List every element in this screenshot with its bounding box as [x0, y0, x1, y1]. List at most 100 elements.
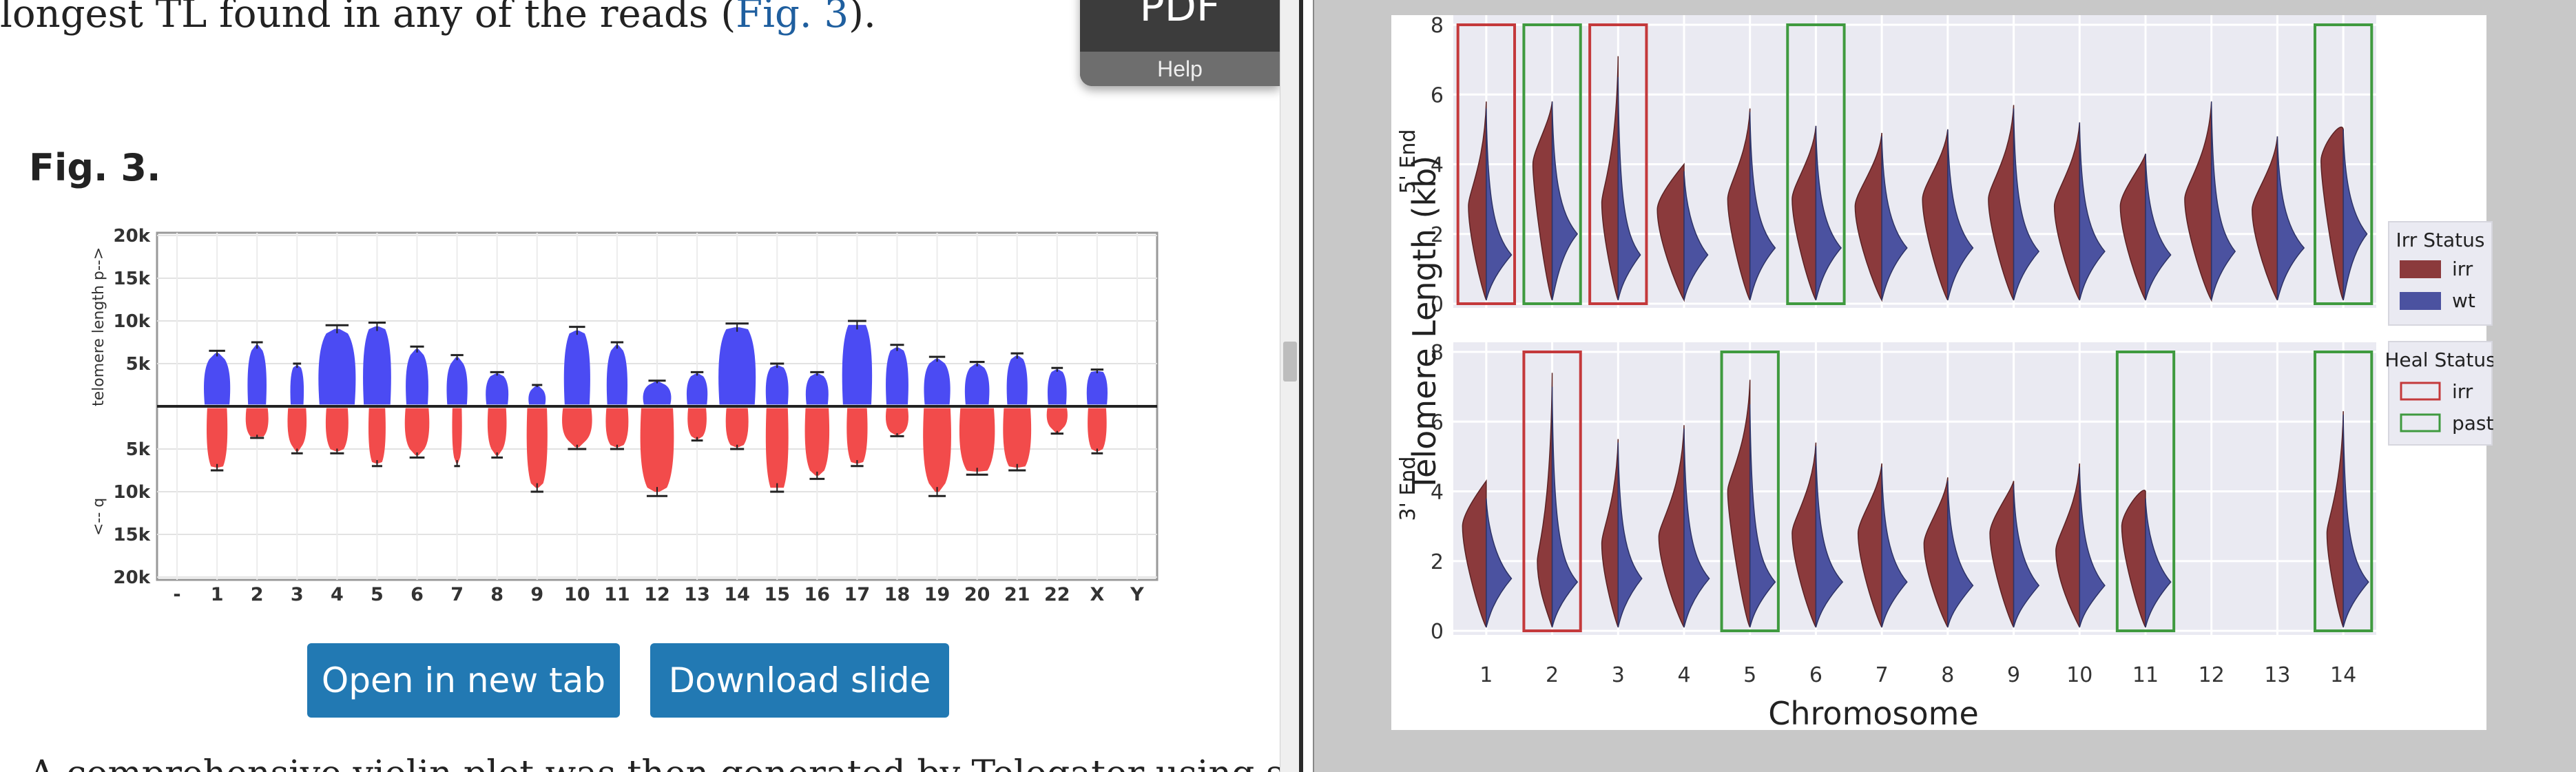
- x-tick-label: 14: [724, 584, 750, 605]
- violin-p-arm: [528, 386, 546, 405]
- x-tick-label: 11: [2132, 663, 2159, 687]
- x-tick-label: 20: [964, 584, 990, 605]
- violin-wt: [2079, 467, 2106, 628]
- pdf-widget[interactable]: PDF Help: [1080, 0, 1280, 86]
- violin-q-arm: [804, 408, 830, 476]
- pane-divider[interactable]: [1299, 0, 1303, 772]
- x-tick-label: 2: [1546, 663, 1559, 687]
- article-text-bottom: A comprehensive violin plot was then gen…: [29, 753, 1280, 772]
- highlight-box-past: [2115, 351, 2176, 632]
- x-tick-label: 7: [450, 584, 464, 605]
- violin-p-arm: [363, 326, 391, 405]
- violin-q-arm: [452, 408, 462, 463]
- violin-p-arm: [1006, 355, 1028, 405]
- violin-wt: [1947, 481, 1974, 628]
- violin-q-arm: [487, 408, 507, 456]
- x-tick-label: 1: [1479, 663, 1493, 687]
- panel-label: 3' End: [1396, 457, 1420, 521]
- violin-wt: [1881, 136, 1908, 301]
- download-slide-button[interactable]: Download slide: [650, 643, 949, 718]
- y-tick-label-top: 10k: [114, 311, 151, 332]
- y-tick-label-bottom: 10k: [114, 482, 151, 503]
- legend-irr-status-title: Irr Status: [2396, 229, 2485, 251]
- legend-swatch: [2400, 292, 2441, 310]
- x-tick-label: 5: [1743, 663, 1756, 687]
- fig-3-link[interactable]: Fig. 3: [736, 0, 849, 36]
- highlight-box-irr: [1456, 23, 1517, 305]
- x-tick-label: 17: [844, 584, 871, 605]
- x-axis-title: Chromosome: [1768, 695, 1979, 730]
- violin-wt: [1683, 171, 1709, 301]
- x-tick-label: 4: [331, 584, 344, 605]
- violin-q-arm: [959, 408, 995, 472]
- highlight-box-past: [1786, 23, 1846, 305]
- highlight-box-past: [1522, 23, 1582, 305]
- x-tick-label: 13: [2264, 663, 2290, 687]
- violin-irr: [2119, 154, 2146, 301]
- panel-background: [1453, 15, 2376, 308]
- violin-q-arm: [923, 408, 951, 492]
- violin-wt: [2276, 136, 2305, 301]
- panel-label: 5' End: [1396, 129, 1420, 194]
- violin-q-arm: [287, 408, 307, 452]
- violin-wt: [1617, 442, 1643, 628]
- violin-wt: [1617, 76, 1641, 301]
- x-tick-label: 16: [804, 584, 831, 605]
- y-tick-label: 4: [1431, 481, 1444, 505]
- violin-q-arm: [605, 408, 629, 448]
- violin-irr: [2252, 136, 2278, 301]
- violin-p-arm: [247, 345, 267, 405]
- y-axis-title: Telomere Length (kb): [1406, 156, 1443, 492]
- x-tick-label: 6: [411, 584, 424, 605]
- legend-label: past: [2452, 412, 2493, 435]
- highlight-box-past: [2313, 351, 2374, 632]
- violin-wt: [1486, 108, 1513, 301]
- vertical-scrollbar[interactable]: [1280, 0, 1300, 772]
- violin-p-arm: [765, 365, 789, 405]
- legend-swatch: [2400, 260, 2441, 278]
- violin-q-arm: [368, 408, 386, 463]
- violin-q-arm: [325, 408, 349, 452]
- violin-p-arm: [643, 382, 672, 405]
- violin-p-arm: [563, 330, 590, 405]
- y-tick-label-top: 5k: [126, 354, 151, 375]
- article-pane: longest TL found in any of the reads (Fi…: [0, 0, 1280, 772]
- violin-q-arm: [404, 408, 430, 456]
- violin-p-arm: [964, 364, 990, 405]
- violin-q-arm: [245, 408, 269, 437]
- pdf-label[interactable]: PDF: [1139, 0, 1221, 31]
- violin-irr: [1658, 425, 1685, 628]
- violin-wt: [2013, 484, 2040, 628]
- violin-p-arm: [805, 373, 829, 405]
- violin-p-arm: [886, 347, 908, 405]
- violin-q-arm: [1003, 408, 1032, 468]
- y-tick-label: 6: [1431, 410, 1444, 435]
- x-tick-label: 14: [2330, 663, 2356, 687]
- legend-box-swatch: [2400, 413, 2441, 432]
- help-button[interactable]: Help: [1080, 52, 1280, 86]
- legend-box-swatch: [2400, 382, 2441, 401]
- violin-irr: [1922, 129, 1949, 301]
- x-tick-label: 8: [490, 584, 503, 605]
- y-tick-label: 8: [1431, 341, 1444, 365]
- legend-label: irr: [2452, 258, 2473, 280]
- violin-q-arm: [1046, 408, 1068, 433]
- x-tick-label: 8: [1941, 663, 1954, 687]
- highlight-box-irr: [1522, 351, 1582, 632]
- violin-irr: [1857, 463, 1882, 628]
- violin-wt: [1749, 404, 1776, 628]
- y-tick-label: 4: [1431, 154, 1444, 178]
- article-text-end: ).: [849, 0, 876, 36]
- article-text: longest TL found in any of the reads (: [0, 0, 736, 36]
- scrollbar-thumb[interactable]: [1283, 342, 1297, 382]
- y-tick-label: 0: [1431, 620, 1444, 644]
- x-tick-label: 10: [2066, 663, 2092, 687]
- x-tick-label: 18: [884, 584, 911, 605]
- open-in-new-tab-button[interactable]: Open in new tab: [307, 643, 620, 718]
- x-tick-label: 2: [251, 584, 264, 605]
- violin-wt: [1815, 125, 1842, 301]
- y-axis-label-top: telomere length p-->: [90, 247, 107, 406]
- violin-wt: [2343, 415, 2369, 628]
- violin-wt: [1683, 428, 1710, 628]
